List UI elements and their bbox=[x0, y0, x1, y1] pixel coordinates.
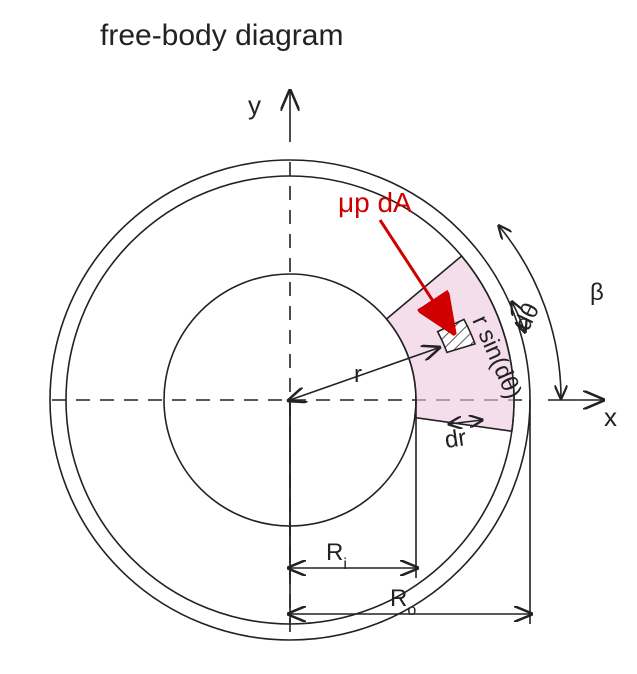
r-label: r bbox=[354, 361, 362, 388]
force-label: μp dA bbox=[338, 187, 412, 218]
beta-label: β bbox=[590, 279, 604, 306]
diagram-title: free-body diagram bbox=[100, 19, 343, 52]
y-axis-label: y bbox=[248, 90, 261, 120]
dtheta-indicator: dθ bbox=[509, 299, 545, 335]
x-axis-label: x bbox=[604, 402, 617, 432]
ri-dimension: Ri bbox=[290, 400, 416, 578]
dr-label: dr bbox=[443, 424, 468, 454]
dtheta-label: dθ bbox=[509, 299, 545, 335]
ro-dimension: Ro bbox=[290, 400, 530, 624]
free-body-diagram: free-body diagram y x r μp dA dr r sin(d… bbox=[0, 0, 637, 674]
